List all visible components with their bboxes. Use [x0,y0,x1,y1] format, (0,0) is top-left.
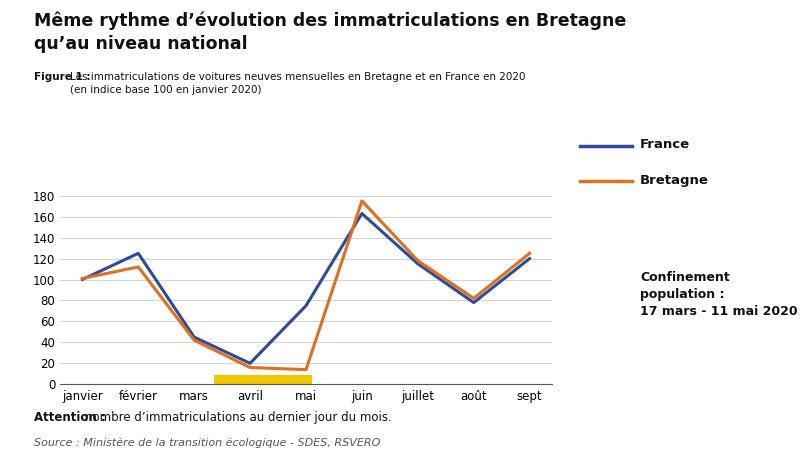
Text: Même rythme d’évolution des immatriculations en Bretagne
qu’au niveau national: Même rythme d’évolution des immatriculat… [34,12,626,53]
Bar [214,375,311,384]
Text: Attention :: Attention : [34,411,110,424]
Text: Source : Ministère de la transition écologique - SDES, RSVERO: Source : Ministère de la transition écol… [34,438,381,448]
Text: Confinement
population :
17 mars - 11 mai 2020: Confinement population : 17 mars - 11 ma… [640,271,798,318]
Text: Les immatriculations de voitures neuves mensuelles en Bretagne et en France en 2: Les immatriculations de voitures neuves … [70,72,525,95]
Text: Figure 1 :: Figure 1 : [34,72,94,82]
Text: nombre d’immatriculations au dernier jour du mois.: nombre d’immatriculations au dernier jou… [85,411,391,424]
Text: Bretagne: Bretagne [640,174,709,187]
Text: France: France [640,138,690,151]
